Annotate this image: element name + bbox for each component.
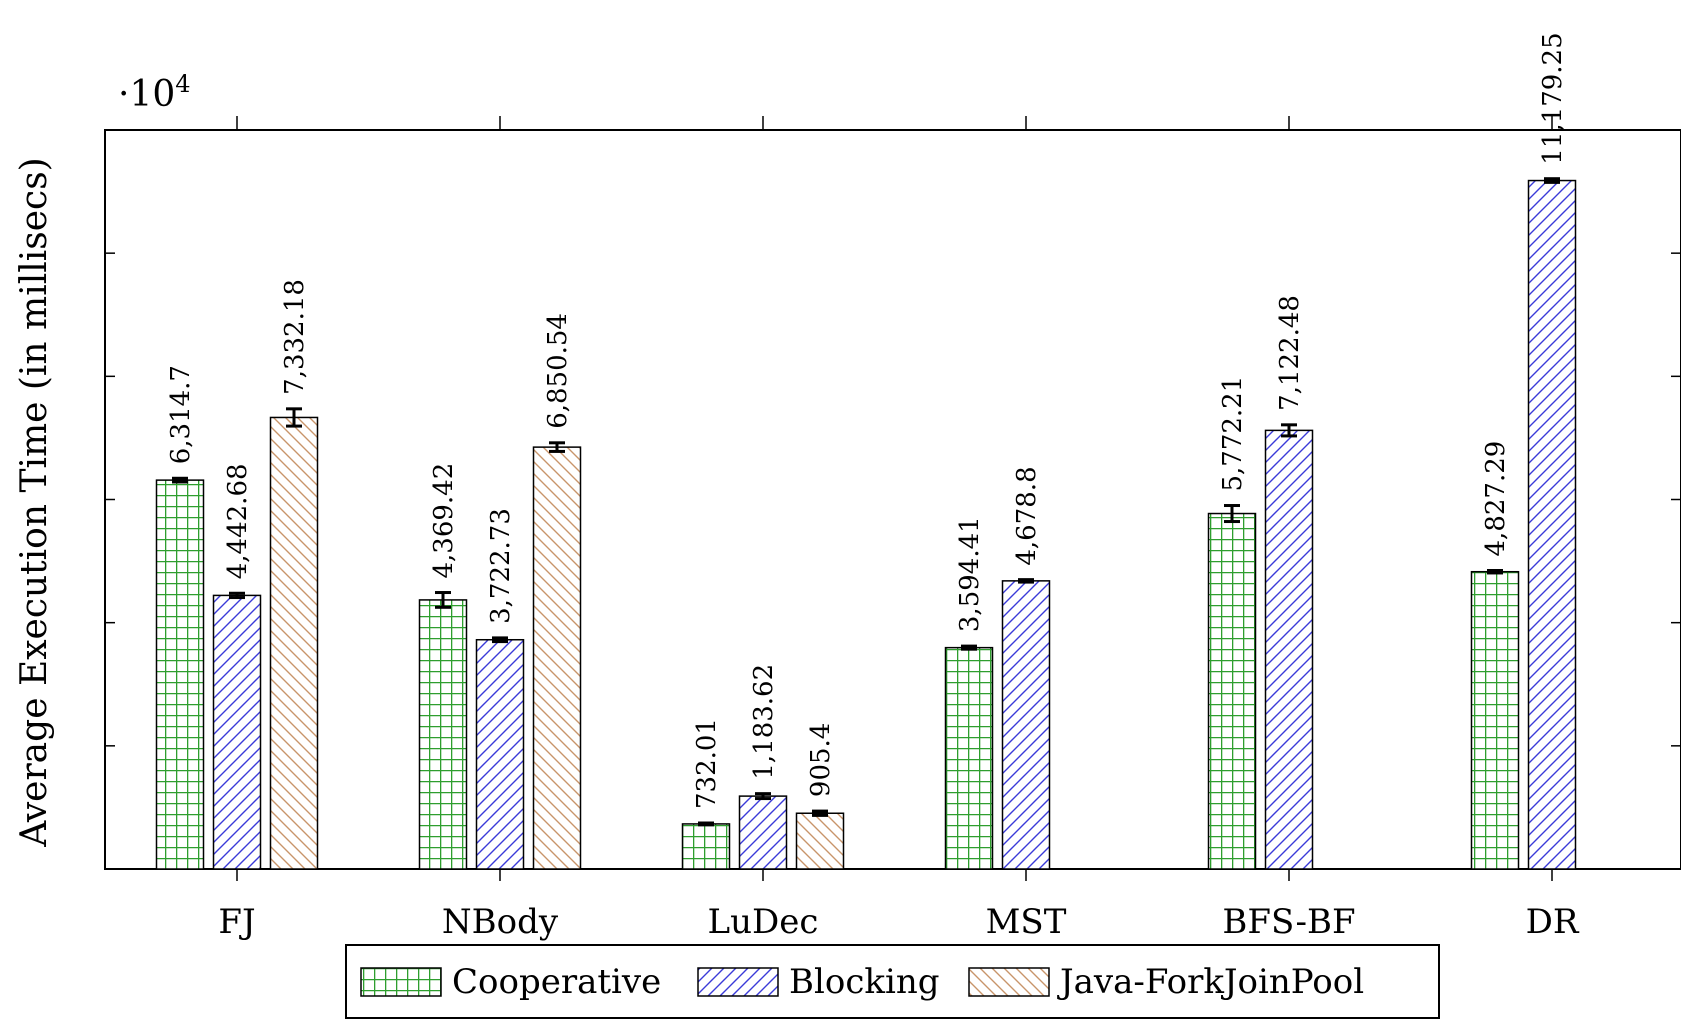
- legend-label-cooperative: Cooperative: [452, 962, 661, 1002]
- data-label-java-forkjoinpool-ludec: 905.4: [806, 723, 836, 797]
- category-label-mst: MST: [986, 902, 1067, 942]
- y-axis-label: Average Execution Time (in millisecs): [14, 157, 55, 847]
- category-label-bfs-bf: BFS-BF: [1222, 902, 1355, 942]
- data-label-cooperative-mst: 3,594.41: [955, 516, 985, 632]
- category-label-dr: DR: [1526, 902, 1580, 942]
- bar-cooperative-bfs-bf: [1207, 512, 1257, 870]
- data-label-blocking-dr: 11,179.25: [1538, 32, 1568, 164]
- data-label-blocking-mst: 4,678.8: [1012, 466, 1042, 565]
- legend-label-java-forkjoinpool: Java-ForkJoinPool: [1057, 962, 1364, 1002]
- y-multiplier-base: ·10: [118, 74, 175, 115]
- bar-cooperative-ludec: [681, 823, 731, 870]
- data-label-java-forkjoinpool-fj: 7,332.18: [280, 279, 310, 395]
- data-label-blocking-ludec: 1,183.62: [749, 664, 779, 780]
- bars-group: 6,314.7 4,442.68 7,332.18 4,369.42 3,722.73 6…: [155, 32, 1577, 870]
- data-label-cooperative-nbody: 4,369.42: [429, 463, 459, 579]
- y-multiplier-label: ·104: [118, 70, 191, 115]
- category-label-nbody: NBody: [442, 902, 559, 942]
- legend-label-blocking: Blocking: [789, 962, 940, 1002]
- axis-ticks: [105, 116, 1681, 881]
- data-label-blocking-fj: 4,442.68: [223, 463, 253, 579]
- data-label-cooperative-ludec: 732.01: [692, 718, 722, 809]
- legend-swatch-java-forkjoinpool: [968, 967, 1050, 997]
- data-label-blocking-bfs-bf: 7,122.48: [1275, 295, 1305, 411]
- bar-java-forkjoinpool-ludec: [795, 812, 845, 870]
- category-label-fj: FJ: [218, 902, 255, 942]
- legend-swatch-blocking: [697, 967, 779, 997]
- bar-blocking-mst: [1001, 580, 1051, 870]
- data-label-java-forkjoinpool-nbody: 6,850.54: [543, 313, 573, 429]
- bar-blocking-bfs-bf: [1264, 429, 1314, 870]
- bar-cooperative-nbody: [418, 599, 468, 870]
- legend-frame: [345, 944, 1440, 1019]
- data-label-cooperative-dr: 4,827.29: [1481, 441, 1511, 557]
- y-multiplier-exponent: 4: [175, 70, 190, 98]
- bar-blocking-dr: [1527, 179, 1577, 870]
- bar-cooperative-dr: [1470, 570, 1520, 870]
- legend: Cooperative Blocking Java-ForkJoinPool: [345, 944, 1440, 1019]
- bar-blocking-nbody: [475, 638, 525, 870]
- plot-frame: [104, 129, 1681, 870]
- bar-cooperative-mst: [944, 646, 994, 870]
- bar-cooperative-fj: [155, 479, 205, 870]
- bar-java-forkjoinpool-nbody: [532, 446, 582, 870]
- legend-swatch-cooperative: [360, 967, 442, 997]
- category-labels: FJ NBody LuDec MST BFS-BF DR: [218, 902, 1579, 942]
- category-label-ludec: LuDec: [708, 902, 819, 942]
- data-label-blocking-nbody: 3,722.73: [486, 508, 516, 624]
- bar-java-forkjoinpool-fj: [269, 416, 319, 870]
- bar-blocking-ludec: [738, 795, 788, 870]
- data-label-cooperative-fj: 6,314.7: [166, 365, 196, 464]
- data-label-cooperative-bfs-bf: 5,772.21: [1218, 376, 1248, 492]
- bar-blocking-fj: [212, 594, 262, 870]
